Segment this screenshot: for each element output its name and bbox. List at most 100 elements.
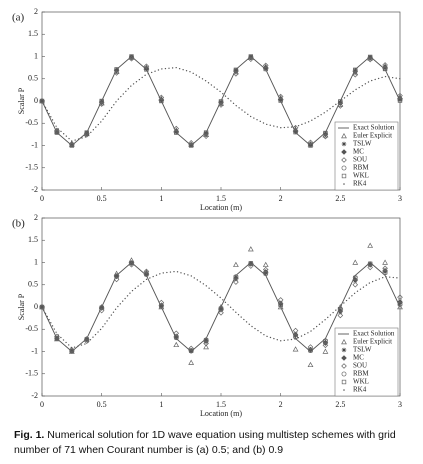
x-axis-label: Location (m) xyxy=(200,203,242,212)
marker-square xyxy=(263,66,268,72)
marker-diamond xyxy=(218,102,224,108)
marker-diamond xyxy=(113,70,120,76)
marker-diamond xyxy=(322,342,329,349)
marker-dot xyxy=(343,389,345,391)
marker-diamond xyxy=(307,344,314,350)
x-tick-label: 2 xyxy=(279,194,283,203)
marker-square xyxy=(397,301,403,307)
marker-diamond xyxy=(218,309,224,316)
legend-label: Euler Explicit xyxy=(353,132,392,140)
legend-label: WKL xyxy=(353,172,369,180)
marker-square xyxy=(323,339,328,344)
legend-label: Euler Explicit xyxy=(353,338,392,346)
legend-label: MC xyxy=(353,354,364,362)
marker-square xyxy=(218,99,224,104)
marker-square xyxy=(263,270,268,276)
x-axis-label: Location (m) xyxy=(200,409,242,418)
legend-label: Exact Solution xyxy=(353,330,395,338)
marker-square xyxy=(144,67,149,72)
marker-diamond xyxy=(143,63,150,70)
marker-circle xyxy=(341,165,347,171)
legend-label: RBM xyxy=(353,370,369,378)
marker-square xyxy=(84,130,89,135)
marker-diamond xyxy=(233,71,239,77)
marker-square xyxy=(353,67,358,73)
y-tick-label: 1 xyxy=(34,51,38,60)
marker-square xyxy=(397,98,403,103)
y-tick-label: -1.5 xyxy=(25,163,38,172)
marker-diamond xyxy=(341,149,347,155)
legend-label: RBM xyxy=(353,164,369,172)
marker-square xyxy=(129,260,134,266)
marker-triangle xyxy=(262,261,269,267)
y-tick-label: 2 xyxy=(34,7,38,16)
x-tick-label: 2.5 xyxy=(335,194,345,203)
x-tick-label: 0 xyxy=(40,400,44,409)
legend-label: MC xyxy=(353,148,364,156)
marker-square xyxy=(99,98,104,104)
marker-square xyxy=(248,54,254,59)
caption: Fig. 1. Numerical solution for 1D wave e… xyxy=(14,428,414,458)
marker-square xyxy=(159,98,164,104)
x-tick-label: 2 xyxy=(279,400,283,409)
marker-square xyxy=(203,338,209,343)
y-tick-label: 0 xyxy=(34,96,38,105)
marker-diamond xyxy=(341,157,347,163)
marker-square xyxy=(293,334,298,339)
marker-diamond xyxy=(203,133,209,139)
marker-diamond xyxy=(341,355,347,361)
marker-square xyxy=(188,143,194,148)
marker-triangle xyxy=(352,259,359,265)
x-tick-label: 3 xyxy=(398,194,402,203)
marker-diamond xyxy=(158,299,165,306)
marker-square xyxy=(129,54,134,59)
marker-diamond xyxy=(337,312,344,319)
y-tick-label: 1.5 xyxy=(28,235,38,244)
marker-square xyxy=(54,335,60,341)
marker-square xyxy=(338,99,343,104)
x-tick-label: 2.5 xyxy=(335,400,345,409)
x-tick-label: 0.5 xyxy=(97,194,107,203)
marker-square xyxy=(308,143,313,148)
marker-square xyxy=(382,66,388,72)
marker-diamond xyxy=(337,103,344,109)
marker-triangle xyxy=(233,261,239,267)
marker-diamond xyxy=(397,294,403,301)
marker-square xyxy=(159,303,164,308)
legend-box xyxy=(334,327,399,397)
y-tick-label: -1.5 xyxy=(25,369,38,378)
marker-square xyxy=(114,274,119,279)
marker-diamond xyxy=(158,94,165,101)
marker-triangle xyxy=(307,361,314,368)
marker-square xyxy=(218,306,224,311)
marker-triangle xyxy=(367,242,374,248)
marker-square xyxy=(188,348,194,353)
marker-square xyxy=(144,271,149,277)
marker-dot xyxy=(343,183,345,185)
marker-square xyxy=(174,130,179,135)
marker-square xyxy=(338,307,343,312)
marker-diamond xyxy=(367,264,373,271)
marker-diamond xyxy=(143,268,150,275)
x-tick-label: 0.5 xyxy=(97,400,107,409)
legend-label: RK4 xyxy=(353,386,367,394)
marker-square xyxy=(353,275,358,281)
marker-diamond xyxy=(188,345,194,352)
y-tick-label: 0.5 xyxy=(28,74,38,83)
marker-diamond xyxy=(233,279,239,285)
marker-square xyxy=(341,173,347,179)
marker-diamond xyxy=(292,327,299,334)
marker-diamond xyxy=(113,276,120,283)
x-tick-label: 1 xyxy=(159,194,163,203)
marker-diamond xyxy=(262,62,269,69)
marker-square xyxy=(84,337,89,342)
legend-label: WKL xyxy=(353,378,369,386)
x-tick-label: 1.5 xyxy=(216,194,226,203)
x-tick-label: 0 xyxy=(40,194,44,203)
marker-triangle xyxy=(382,259,388,265)
chart: (a) -2 -1.5 -1 -0.5 0 0.5 1 1.5 2 0 0.5 1 1.5 2 2.5 3 Loc… xyxy=(12,7,403,418)
marker-square xyxy=(69,143,75,148)
legend-label: TSLW xyxy=(353,346,372,354)
marker-square xyxy=(341,379,347,385)
marker-triangle xyxy=(203,344,209,350)
